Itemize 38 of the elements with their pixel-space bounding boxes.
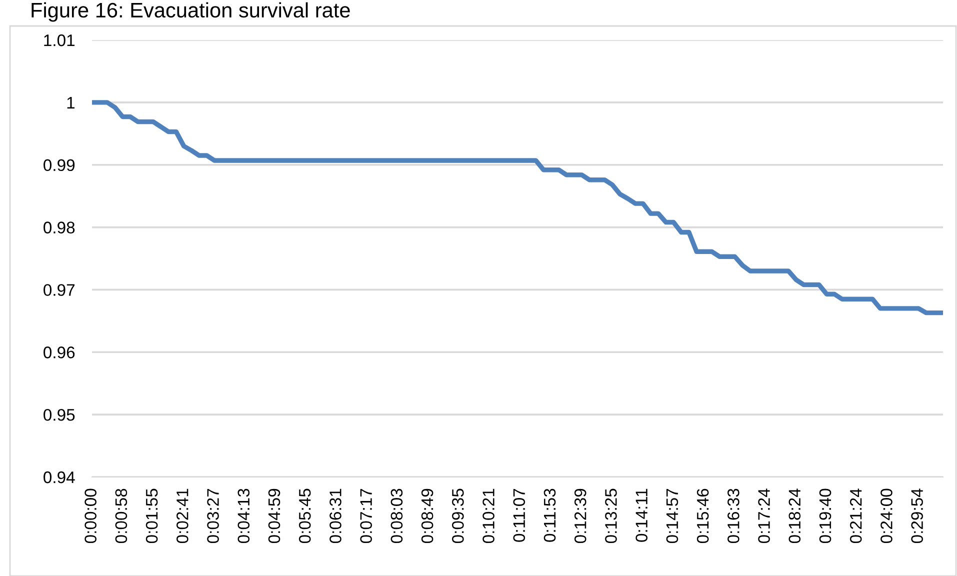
y-tick-label: 1.01 xyxy=(44,34,75,46)
x-tick-label: 0:06:31 xyxy=(330,488,342,544)
y-tick-label: 0.96 xyxy=(44,346,75,358)
line-series xyxy=(92,100,943,316)
x-tick-label: 0:29:54 xyxy=(911,488,923,544)
y-tick-label: 0.98 xyxy=(44,222,75,234)
x-tick-label: 0:09:35 xyxy=(452,488,464,544)
x-tick-label: 0:18:24 xyxy=(788,488,801,544)
x-tick-label: 0:00:58 xyxy=(115,488,128,544)
x-tick-label: 0:05:45 xyxy=(298,488,311,544)
x-tick-label: 0:07:17 xyxy=(360,488,372,544)
x-tick-label: 0:08:49 xyxy=(421,488,434,544)
x-tick-label: 0:21:24 xyxy=(850,488,862,544)
x-tick-label: 0:00:00 xyxy=(84,488,96,544)
x-tick-label: 0:02:41 xyxy=(176,488,188,544)
x-tick-label: 0:11:07 xyxy=(513,488,526,542)
x-tick-label: 0:12:39 xyxy=(574,488,586,544)
x-tick-label: 0:19:40 xyxy=(819,488,832,544)
x-tick-label: 0:24:00 xyxy=(880,488,892,544)
y-tick-label: 0.94 xyxy=(44,471,75,484)
y-tick-label: 0.95 xyxy=(44,408,75,421)
x-tick-label: 0:14:11 xyxy=(636,488,648,542)
x-tick-label: 0:01:55 xyxy=(146,488,158,544)
y-tick-label: 1 xyxy=(67,97,75,108)
x-tick-label: 0:10:21 xyxy=(482,488,494,544)
y-tick-label: 0.99 xyxy=(44,159,75,172)
y-tick-label: 0.97 xyxy=(44,284,74,296)
chart-title: Figure 16: Evacuation survival rate xyxy=(32,2,350,22)
x-tick-label: 0:04:13 xyxy=(238,488,250,544)
x-tick-label: 0:13:25 xyxy=(605,488,617,544)
x-tick-label: 0:15:46 xyxy=(696,488,709,544)
x-tick-label: 0:04:59 xyxy=(268,488,280,544)
x-tick-label: 0:08:03 xyxy=(390,488,403,544)
x-tick-label: 0:03:27 xyxy=(207,488,219,544)
x-tick-label: 0:16:33 xyxy=(728,488,740,544)
x-tick-label: 0:14:57 xyxy=(666,488,678,544)
x-tick-label: 0:17:24 xyxy=(758,488,770,544)
x-tick-label: 0:11:53 xyxy=(544,488,556,542)
